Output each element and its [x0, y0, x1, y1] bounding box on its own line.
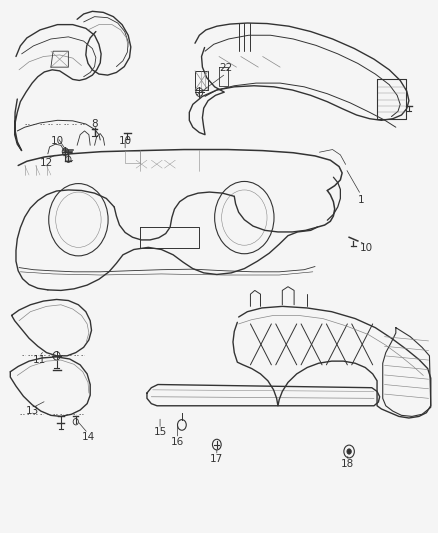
Text: 17: 17: [210, 454, 223, 464]
Text: 10: 10: [51, 135, 64, 146]
Text: 8: 8: [91, 119, 98, 129]
Text: 11: 11: [32, 354, 46, 365]
Text: 1: 1: [357, 195, 364, 205]
Text: 16: 16: [171, 437, 184, 447]
Text: 10: 10: [119, 135, 132, 146]
Text: 22: 22: [219, 63, 233, 73]
Text: 15: 15: [153, 427, 167, 438]
Text: 13: 13: [25, 406, 39, 416]
Text: 12: 12: [40, 158, 53, 168]
Text: 14: 14: [81, 432, 95, 442]
Circle shape: [347, 449, 351, 454]
Text: 18: 18: [341, 459, 354, 469]
Text: 10: 10: [360, 244, 373, 253]
